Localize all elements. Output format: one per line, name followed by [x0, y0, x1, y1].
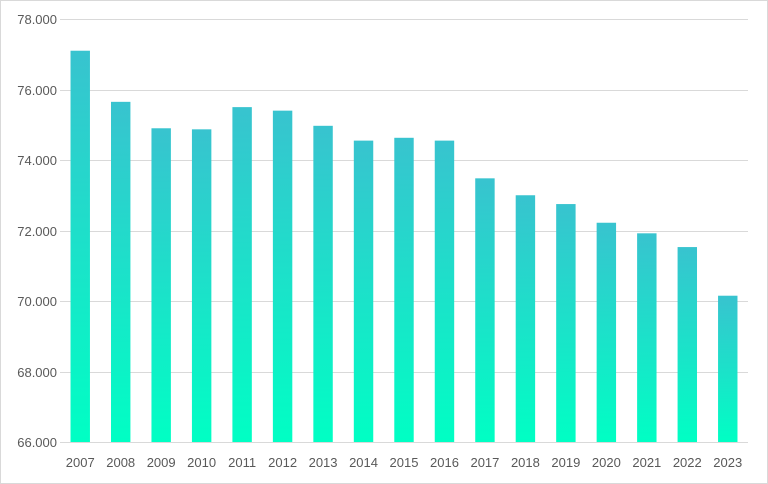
bar-2014 — [353, 140, 374, 443]
x-tick-label: 2022 — [673, 455, 702, 470]
bar-2019 — [556, 204, 576, 442]
bar-2016 — [434, 140, 455, 443]
x-axis-tick-labels: 2007 2008 2009 2010 2011 2012 2013 2014 2015 2016… — [66, 455, 742, 470]
bar-2015 — [394, 137, 414, 443]
x-tick-label: 2011 — [228, 455, 256, 470]
x-tick-label: 2014 — [349, 455, 378, 470]
bar-2022 — [677, 247, 698, 442]
x-tick-label: 2016 — [430, 455, 459, 470]
bar-2018 — [515, 195, 536, 442]
y-tick-label: 70.000 — [17, 294, 57, 309]
x-tick-label: 2012 — [268, 455, 297, 470]
x-tick-label: 2021 — [632, 455, 661, 470]
bar-2017 — [475, 178, 495, 442]
x-tick-label: 2020 — [592, 455, 621, 470]
x-tick-label: 2017 — [470, 455, 499, 470]
bar-2007 — [70, 50, 90, 442]
y-axis-tick-labels: 66.000 68.000 70.000 72.000 74.000 76.000 78.0… — [17, 12, 57, 450]
y-tick-label: 76.000 — [17, 83, 57, 98]
x-tick-label: 2007 — [66, 455, 95, 470]
y-tick-label: 72.000 — [17, 224, 57, 239]
y-tick-label: 66.000 — [17, 435, 57, 450]
y-tick-label: 68.000 — [17, 365, 57, 380]
x-tick-label: 2010 — [187, 455, 216, 470]
x-tick-label: 2019 — [551, 455, 580, 470]
bar-2011 — [232, 107, 252, 442]
x-tick-label: 2018 — [511, 455, 540, 470]
x-tick-label: 2015 — [390, 455, 419, 470]
x-tick-label: 2008 — [106, 455, 135, 470]
bar-2012 — [272, 110, 293, 443]
bar-2013 — [313, 125, 333, 443]
x-tick-label: 2013 — [309, 455, 338, 470]
bar-2021 — [637, 233, 657, 442]
y-tick-label: 78.000 — [17, 12, 57, 27]
x-tick-label: 2009 — [147, 455, 176, 470]
y-tick-label: 74.000 — [17, 153, 57, 168]
bar-2020 — [596, 222, 617, 442]
bar-2010 — [191, 129, 212, 442]
x-tick-label: 2023 — [713, 455, 742, 470]
bar-2023 — [718, 295, 738, 442]
bar-2009 — [151, 128, 171, 442]
bar-2008 — [110, 101, 131, 443]
bars — [70, 50, 738, 443]
